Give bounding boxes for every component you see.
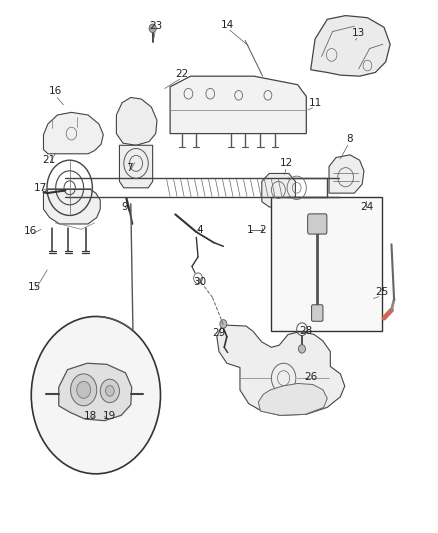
- Text: 28: 28: [299, 326, 312, 336]
- Polygon shape: [120, 146, 152, 188]
- Text: 9: 9: [122, 202, 128, 212]
- Circle shape: [31, 317, 160, 474]
- Text: 22: 22: [175, 69, 188, 79]
- Text: 15: 15: [28, 282, 41, 292]
- Text: 24: 24: [360, 202, 373, 212]
- Text: 12: 12: [280, 158, 293, 168]
- Text: 18: 18: [84, 411, 97, 422]
- Circle shape: [71, 374, 97, 406]
- Text: 1: 1: [247, 225, 254, 236]
- Text: 4: 4: [196, 225, 203, 236]
- FancyBboxPatch shape: [271, 197, 382, 332]
- Text: 7: 7: [126, 163, 133, 173]
- Text: 29: 29: [212, 328, 226, 338]
- Polygon shape: [329, 155, 364, 193]
- Text: 11: 11: [308, 98, 321, 108]
- Text: 13: 13: [352, 28, 365, 38]
- FancyBboxPatch shape: [311, 305, 323, 321]
- Polygon shape: [258, 383, 327, 415]
- Circle shape: [100, 379, 120, 402]
- Circle shape: [298, 345, 305, 353]
- Text: 23: 23: [149, 21, 162, 31]
- Polygon shape: [170, 76, 306, 134]
- Text: 19: 19: [102, 411, 116, 422]
- Circle shape: [220, 320, 227, 328]
- Circle shape: [149, 24, 156, 33]
- Text: 30: 30: [193, 278, 206, 287]
- Polygon shape: [217, 325, 345, 415]
- Polygon shape: [262, 173, 295, 207]
- Text: 8: 8: [346, 134, 353, 144]
- Text: 21: 21: [42, 155, 55, 165]
- Text: 2: 2: [259, 225, 266, 236]
- Circle shape: [106, 385, 114, 396]
- Polygon shape: [43, 112, 103, 154]
- FancyBboxPatch shape: [307, 214, 327, 234]
- Text: 25: 25: [375, 287, 388, 297]
- Polygon shape: [43, 189, 100, 224]
- Polygon shape: [117, 98, 157, 146]
- Polygon shape: [311, 15, 390, 76]
- Text: 26: 26: [304, 372, 317, 382]
- Text: 16: 16: [49, 86, 62, 96]
- Text: 14: 14: [221, 20, 234, 30]
- Polygon shape: [59, 364, 132, 421]
- Circle shape: [77, 381, 91, 398]
- Text: 16: 16: [24, 226, 37, 236]
- Text: 17: 17: [33, 183, 46, 193]
